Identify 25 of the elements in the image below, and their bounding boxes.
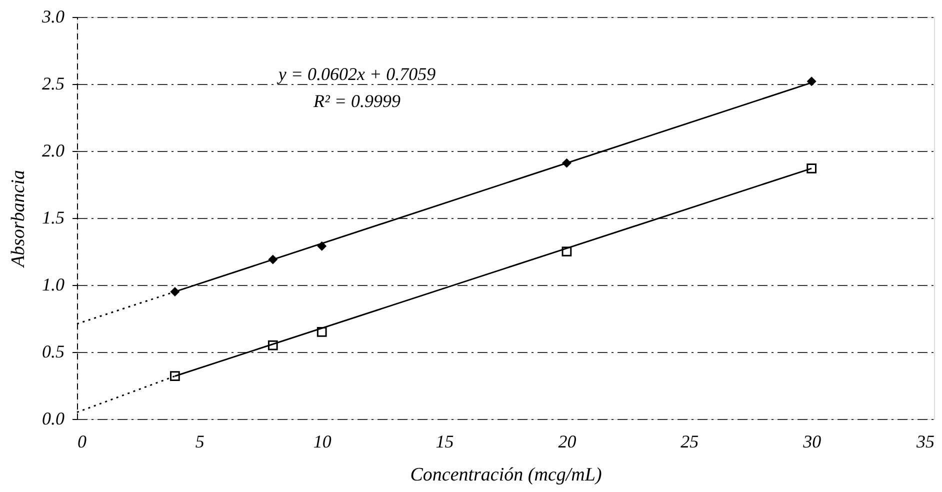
x-tick-label: 15 [436, 432, 454, 452]
y-tick-label: 2.5 [42, 74, 64, 94]
x-tick-label: 10 [313, 432, 332, 452]
point [806, 163, 817, 174]
annotation: R² = 0.9999 [312, 91, 401, 111]
x-tick-label: 5 [195, 432, 204, 452]
point [268, 340, 278, 350]
point [562, 246, 572, 256]
y-tick-label: 3.0 [41, 6, 64, 26]
x-tick-label: 20 [558, 432, 576, 452]
point [806, 76, 816, 86]
x-tick-label: 0 [78, 432, 86, 452]
y-tick-label: 1.0 [42, 274, 64, 294]
x-tick-label: 35 [916, 432, 934, 452]
y-tick-label: 0.5 [42, 342, 64, 362]
y-tick-label: 0.0 [42, 408, 64, 428]
y-axis-title: Absorbancia [8, 170, 29, 270]
point [170, 371, 180, 382]
x-tick-label: 30 [802, 432, 822, 452]
annotation: y = 0.0602x + 0.7059 [276, 64, 436, 84]
x-tick-label: 25 [680, 432, 699, 452]
x-axis-title: Concentración (mcg/mL) [410, 464, 602, 486]
y-tick-label: 1.5 [42, 208, 64, 228]
point [316, 326, 327, 337]
y-tick-label: 2.0 [42, 140, 64, 160]
